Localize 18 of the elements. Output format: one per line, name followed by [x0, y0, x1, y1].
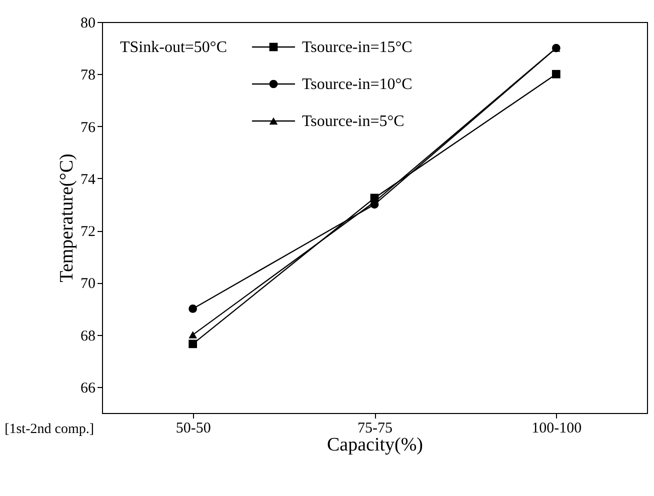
x-tick-label: 100-100: [532, 420, 582, 436]
x-tick-label: 75-75: [358, 420, 392, 436]
y-tick-label: 70: [80, 276, 96, 292]
y-tick-label: 66: [80, 380, 96, 396]
x-axis-title: Capacity(%): [326, 434, 424, 456]
x-tick-label: 50-50: [176, 420, 211, 436]
text: [1st-2nd comp.]: [4, 422, 94, 437]
legend-label: Tsource-in=10°C: [302, 76, 412, 93]
legend-label: Tsource-in=5°C: [302, 113, 404, 130]
y-tick-label: 72: [80, 224, 96, 240]
y-tick-label: 78: [80, 68, 96, 84]
legend-label: Tsource-in=15°C: [302, 39, 412, 56]
y-tick-label: 68: [80, 328, 96, 344]
y-tick-label: 80: [80, 16, 96, 32]
y-axis-title: Temperature(°C): [56, 154, 78, 282]
y-tick-label: 74: [80, 172, 96, 188]
y-tick-label: 76: [80, 120, 96, 136]
legend-title: TSink-out=50°C: [120, 39, 227, 56]
